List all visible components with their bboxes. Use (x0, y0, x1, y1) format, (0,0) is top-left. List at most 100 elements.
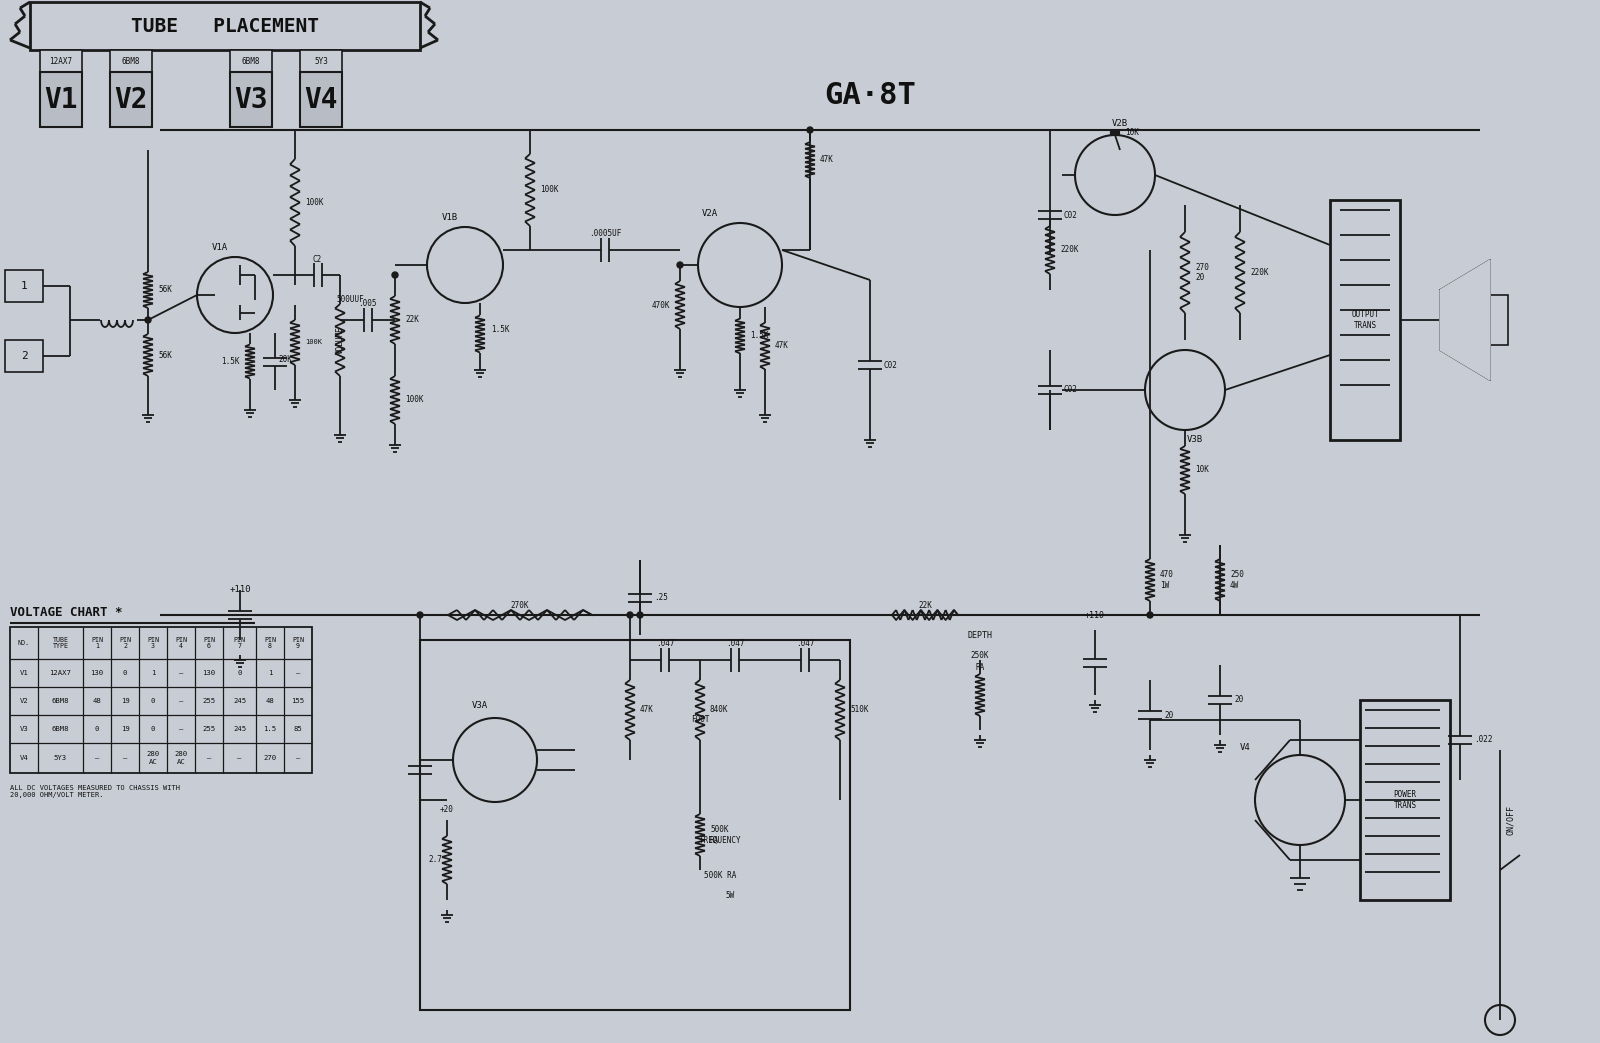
Text: C02: C02 (883, 361, 898, 369)
Bar (30, 2, 419, 50)
Text: 280
AC: 280 AC (174, 752, 187, 765)
Text: 220K: 220K (1059, 245, 1078, 254)
Bar (5, 340, 43, 372)
Text: V4: V4 (1240, 744, 1250, 752)
Text: V2A: V2A (702, 209, 718, 218)
Circle shape (627, 612, 634, 618)
Text: V1A: V1A (211, 243, 229, 251)
Text: .022: .022 (1474, 735, 1493, 745)
Text: 10K: 10K (1125, 128, 1139, 137)
Bar (5, 270, 43, 302)
Text: 270: 270 (264, 755, 277, 761)
Text: RA: RA (976, 663, 984, 673)
Text: 100K: 100K (306, 198, 323, 207)
Text: 500K RA: 500K RA (704, 871, 736, 879)
Text: .005: .005 (358, 299, 376, 309)
Text: TUBE
TYPE: TUBE TYPE (53, 636, 69, 650)
Text: 10K: 10K (1195, 465, 1210, 475)
Text: 1: 1 (150, 670, 155, 676)
Text: —: — (296, 670, 301, 676)
Text: 1.5: 1.5 (264, 726, 277, 732)
Text: V1: V1 (45, 86, 78, 114)
Text: 250K: 250K (971, 651, 989, 659)
Text: 0: 0 (94, 726, 99, 732)
Text: —: — (179, 698, 182, 704)
Text: 1.5K: 1.5K (750, 332, 768, 340)
Text: V2: V2 (19, 698, 29, 704)
Text: 6BM8: 6BM8 (122, 56, 141, 66)
Text: 0: 0 (150, 726, 155, 732)
Text: C02: C02 (1064, 386, 1078, 394)
Text: V4: V4 (304, 86, 338, 114)
Text: 250
4W: 250 4W (1230, 571, 1243, 589)
Text: —: — (237, 755, 242, 761)
Text: 470
1W: 470 1W (1160, 571, 1174, 589)
Circle shape (677, 262, 683, 268)
Text: PIN
9: PIN 9 (291, 636, 304, 650)
Text: 2: 2 (21, 351, 27, 361)
Text: —: — (296, 755, 301, 761)
Text: PIN
8: PIN 8 (264, 636, 277, 650)
Text: 19: 19 (120, 726, 130, 732)
Text: ON/OFF: ON/OFF (1506, 805, 1515, 835)
Text: PIN
6: PIN 6 (203, 636, 214, 650)
Text: +110: +110 (1085, 610, 1106, 620)
Text: OUTPUT
TRANS: OUTPUT TRANS (1350, 311, 1379, 330)
Circle shape (637, 612, 643, 618)
Bar (1360, 700, 1450, 900)
Text: .0005UF: .0005UF (589, 229, 621, 239)
Text: V3A: V3A (472, 701, 488, 709)
Text: 47K: 47K (819, 155, 834, 165)
Text: PIN
2: PIN 2 (118, 636, 131, 650)
Text: 130: 130 (91, 670, 104, 676)
Text: 20: 20 (1234, 696, 1243, 704)
Bar (1330, 200, 1400, 440)
Bar (110, 50, 152, 72)
Text: —: — (179, 726, 182, 732)
Circle shape (392, 272, 398, 278)
Text: 255: 255 (203, 726, 216, 732)
Bar (230, 50, 272, 72)
Text: 100K: 100K (541, 186, 558, 194)
Text: V3: V3 (234, 86, 267, 114)
Text: —: — (206, 755, 211, 761)
Text: ALL DC VOLTAGES MEASURED TO CHASSIS WITH
20,000 OHM/VOLT METER.: ALL DC VOLTAGES MEASURED TO CHASSIS WITH… (10, 785, 179, 798)
Text: VOLTAGE CHART *: VOLTAGE CHART * (10, 606, 123, 620)
Text: POWER
TRANS: POWER TRANS (1394, 791, 1416, 809)
Bar (40, 72, 82, 127)
Text: 12AX7: 12AX7 (50, 56, 72, 66)
Text: PIN
4: PIN 4 (174, 636, 187, 650)
Text: 20K: 20K (278, 356, 291, 364)
Bar (419, 640, 850, 1010)
Text: 470K: 470K (651, 300, 670, 310)
Text: V3: V3 (19, 726, 29, 732)
Text: GA·8T: GA·8T (824, 80, 915, 110)
Text: V1B: V1B (442, 213, 458, 221)
Text: PIN
1: PIN 1 (91, 636, 102, 650)
Text: 47K: 47K (774, 341, 789, 350)
Text: 245: 245 (234, 698, 246, 704)
Text: PIN
3: PIN 3 (147, 636, 158, 650)
Text: 48: 48 (93, 698, 101, 704)
Bar (301, 72, 342, 127)
Text: C2: C2 (314, 254, 322, 264)
Text: 47K: 47K (640, 705, 654, 714)
Bar (40, 50, 82, 72)
Text: .047: .047 (795, 639, 814, 649)
Circle shape (1147, 612, 1154, 618)
Text: .047: .047 (656, 639, 674, 649)
Text: V1: V1 (19, 670, 29, 676)
Text: 12AX7: 12AX7 (50, 670, 72, 676)
Text: 2.7: 2.7 (429, 855, 442, 865)
Text: 48: 48 (266, 698, 274, 704)
Text: 20: 20 (1165, 710, 1173, 720)
Text: 500K
RA: 500K RA (710, 825, 728, 845)
Text: 1: 1 (21, 281, 27, 291)
Text: 56K: 56K (158, 350, 171, 360)
Text: 255: 255 (203, 698, 216, 704)
Text: 6BM8: 6BM8 (51, 698, 69, 704)
Text: 6BM8: 6BM8 (51, 726, 69, 732)
Text: 1.5K: 1.5K (221, 357, 240, 366)
Bar (230, 72, 272, 127)
Text: NO.: NO. (18, 640, 30, 646)
